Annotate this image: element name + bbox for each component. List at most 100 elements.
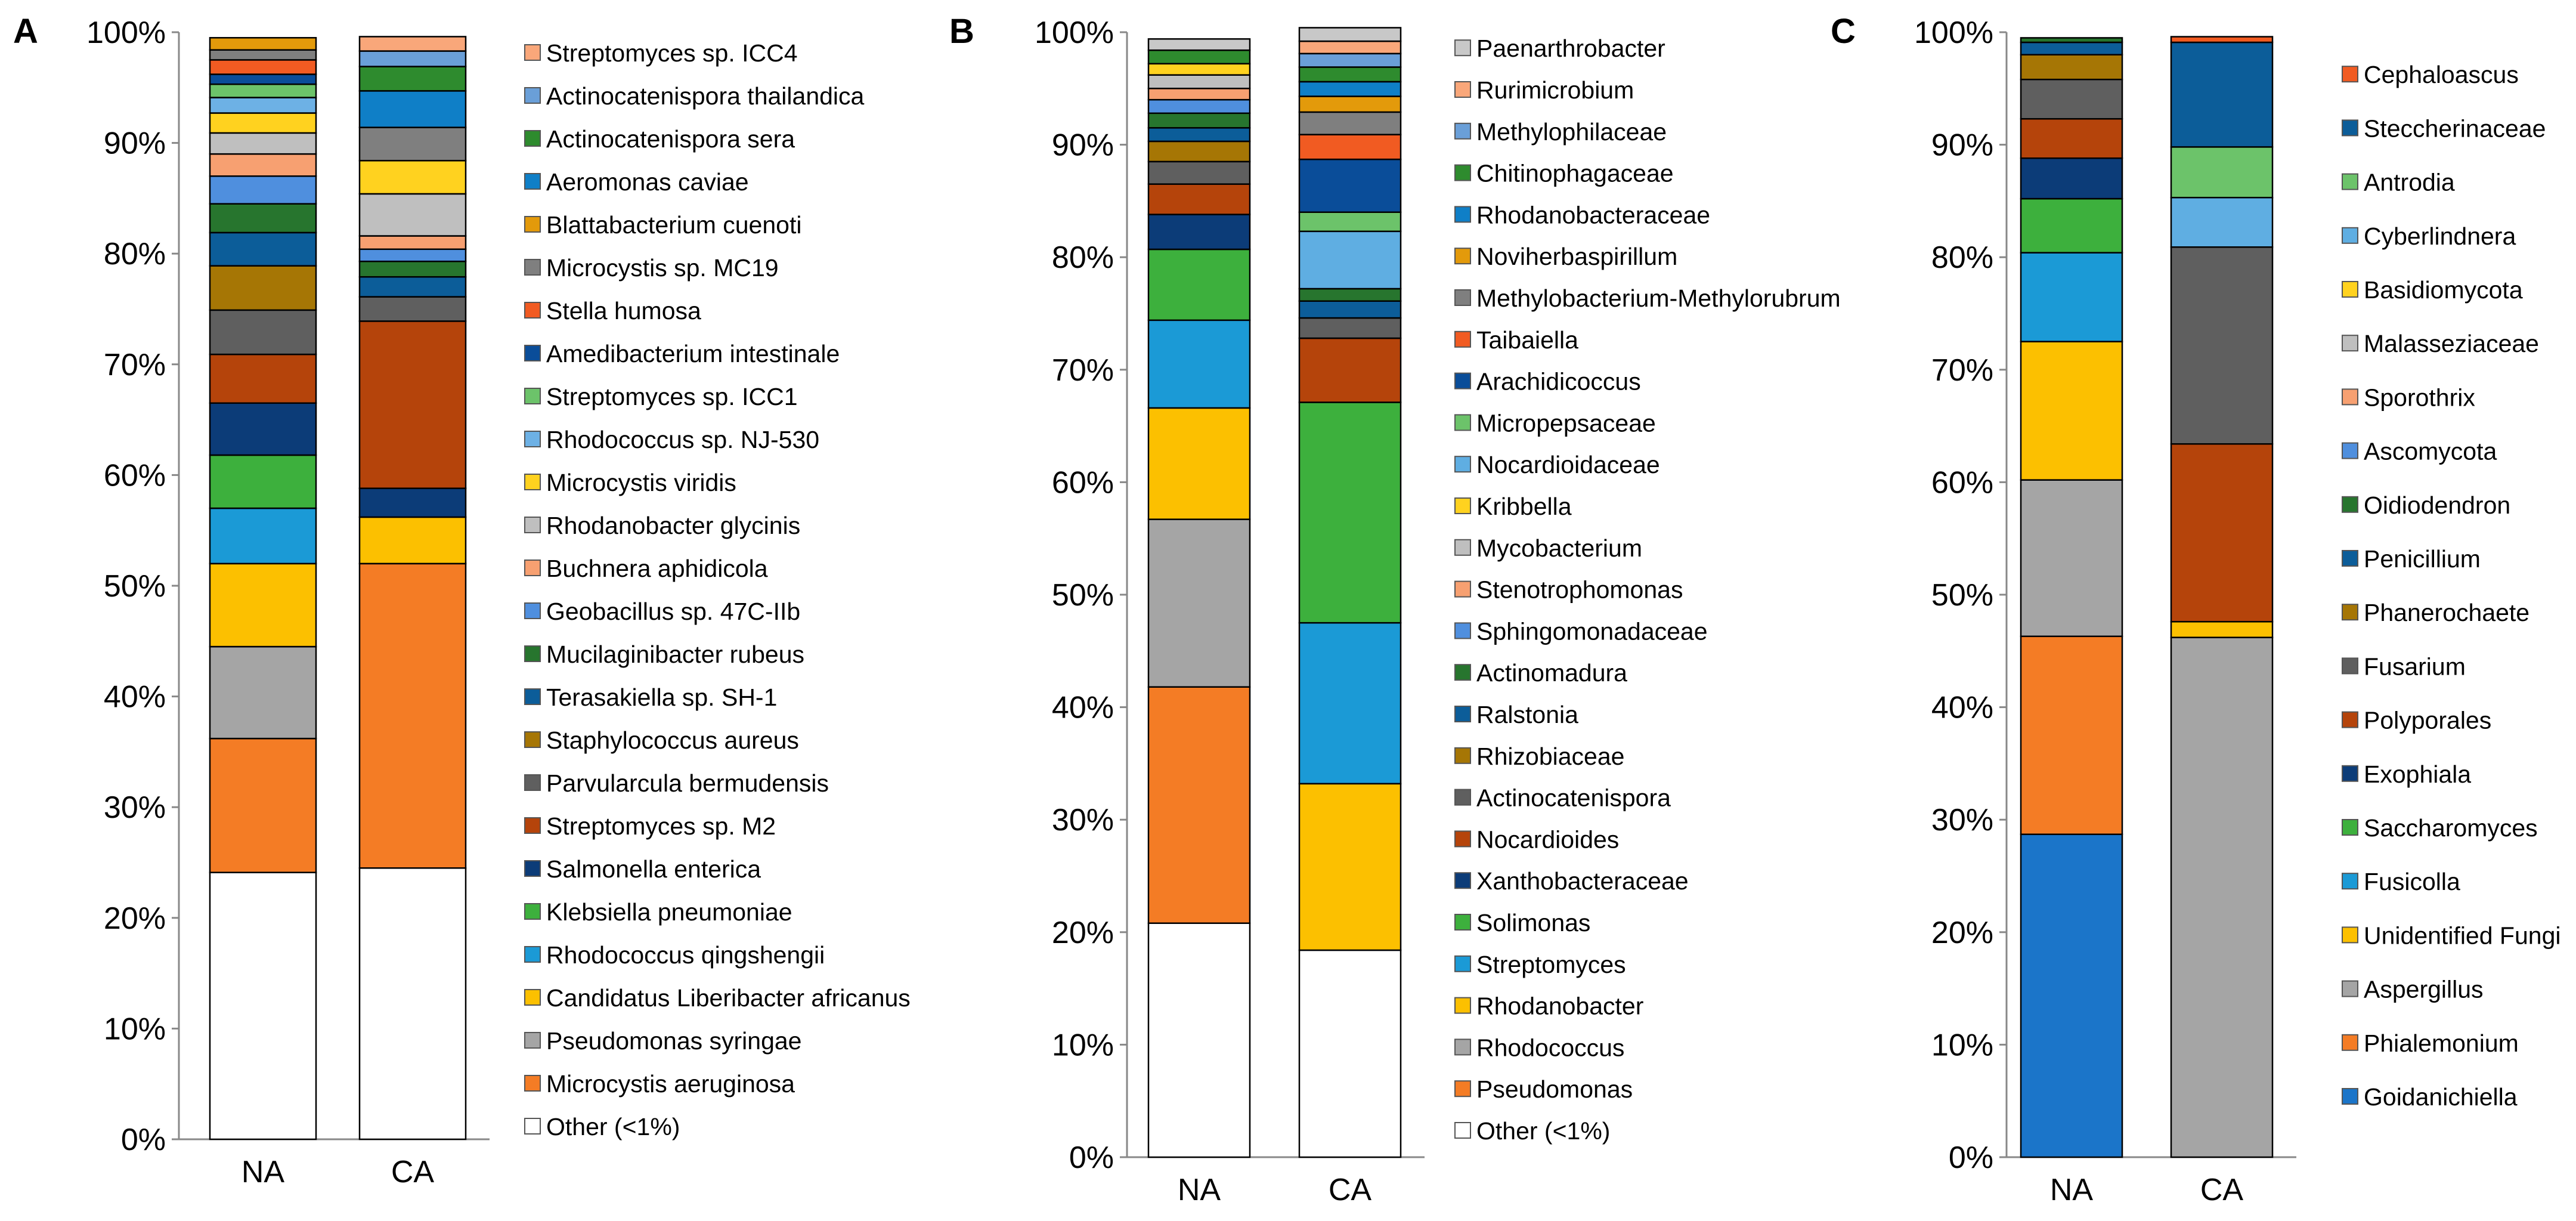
x-tick-label: CA xyxy=(391,1155,435,1189)
legend-swatch xyxy=(2342,711,2358,728)
legend-label: Actinocatenispora xyxy=(1476,784,1671,812)
y-tick-label: 50% xyxy=(104,569,166,604)
bar-segment-ca-ralstonia xyxy=(1298,300,1402,319)
legend-swatch xyxy=(524,946,541,963)
bar-segment-na-stella-humosa xyxy=(209,59,317,75)
legend-label: Chitinophagaceae xyxy=(1476,160,1674,187)
legend-label: Steccherinaceae xyxy=(2364,115,2546,142)
legend-label: Rhodanobacteraceae xyxy=(1476,201,1710,228)
legend-swatch xyxy=(1454,997,1471,1014)
bar-segment-ca-rhodanobacter-glycinis xyxy=(358,193,467,237)
legend-label: Streptomyces sp. ICC4 xyxy=(546,39,798,67)
bar-segment-ca-actinomadura xyxy=(1298,288,1402,302)
bar-segment-ca-taibaiella xyxy=(1298,134,1402,160)
legend-swatch xyxy=(1454,39,1471,57)
legend-swatch xyxy=(524,388,541,404)
legend-swatch xyxy=(1454,1122,1471,1139)
bar-segment-na-pseudomonas-syringae xyxy=(209,645,317,740)
legend-swatch xyxy=(1454,580,1471,598)
legend-label: Cephaloascus xyxy=(2364,61,2519,88)
y-tick-label: 20% xyxy=(1931,916,1993,950)
bar-segment-na-amedibacterium-intestinale xyxy=(209,73,317,85)
legend-swatch xyxy=(524,645,541,662)
legend-label: Xanthobacteraceae xyxy=(1476,867,1689,895)
legend-label: Klebsiella pneumoniae xyxy=(546,898,792,926)
bar-segment-na-mycobacterium xyxy=(1147,74,1251,89)
bar-segment-na-paenarthrobacter xyxy=(1147,38,1251,51)
bar-segment-na-fusarium xyxy=(2020,78,2123,120)
legend-swatch xyxy=(524,302,541,319)
legend-swatch xyxy=(524,474,541,490)
bar-segment-na-other-1 xyxy=(209,871,317,1140)
legend-label: Blattabacterium cuenoti xyxy=(546,211,801,239)
legend-swatch xyxy=(524,1118,541,1135)
bar-segment-na-microcystis-aeruginosa xyxy=(209,737,317,873)
bar-segment-na-saccharomyces xyxy=(2020,197,2123,254)
bar-segment-ca-noviherbaspirillum xyxy=(1298,95,1402,113)
legend-label: Microcystis sp. MC19 xyxy=(546,254,779,282)
bar-segment-na-sphingomonadaceae xyxy=(1147,98,1251,115)
legend-swatch xyxy=(2342,980,2358,997)
legend-label: Oidiodendron xyxy=(2364,492,2510,519)
bar-segment-na-exophiala xyxy=(2020,157,2123,200)
legend-swatch xyxy=(524,431,541,447)
legend-label: Ascomycota xyxy=(2364,438,2497,465)
bar-segment-ca-arachidicoccus xyxy=(1298,158,1402,214)
legend-label: Pseudomonas syringae xyxy=(546,1027,801,1055)
legend-label: Fusarium xyxy=(2364,653,2466,680)
y-tick-label: 90% xyxy=(104,126,166,161)
bar-segment-ca-other-1 xyxy=(1298,949,1402,1158)
bar-segment-ca-cyberlindnera xyxy=(2170,196,2274,248)
legend-swatch xyxy=(1454,1038,1471,1056)
legend-swatch xyxy=(524,1032,541,1049)
bar-segment-na-streptomyces xyxy=(1147,319,1251,409)
y-tick-label: 70% xyxy=(104,348,166,382)
bar-segment-na-goidanichiella xyxy=(2020,833,2123,1158)
x-tick-label: NA xyxy=(2050,1173,2094,1207)
y-tick-label: 80% xyxy=(104,237,166,271)
bar-segment-na-rhodococcus-sp-nj-530 xyxy=(209,97,317,114)
y-tick-label: 100% xyxy=(1035,16,1114,50)
bar-segment-ca-steccherinaceae xyxy=(2170,41,2274,148)
legend-swatch xyxy=(524,731,541,748)
bar-segment-ca-streptomyces-sp-icc4 xyxy=(358,36,467,52)
legend-label: Other (<1%) xyxy=(546,1113,680,1140)
y-tick-label: 30% xyxy=(104,790,166,825)
bar-segment-ca-chitinophagaceae xyxy=(1298,66,1402,83)
legend-label: Methylobacterium-Methylorubrum xyxy=(1476,285,1841,312)
bar-segment-ca-candidatus-liberibacter-africanus xyxy=(358,516,467,565)
panel-label-c: C xyxy=(1831,12,1856,51)
legend-label: Microcystis aeruginosa xyxy=(546,1070,795,1098)
legend-label: Actinocatenispora thailandica xyxy=(546,82,865,110)
bar-segment-na-mucilaginibacter-rubeus xyxy=(209,203,317,234)
y-tick-label: 0% xyxy=(1949,1140,1993,1175)
legend-swatch xyxy=(2342,388,2358,406)
bar-segment-na-ralstonia xyxy=(1147,127,1251,143)
legend-label: Sphingomonadaceae xyxy=(1476,617,1708,645)
legend-label: Nocardioides xyxy=(1476,826,1619,853)
legend-label: Stenotrophomonas xyxy=(1476,576,1683,604)
bar-segment-ca-streptomyces xyxy=(1298,622,1402,785)
bar-segment-na-fusicolla xyxy=(2020,252,2123,342)
bar-segment-na-candidatus-liberibacter-africanus xyxy=(209,562,317,648)
legend-swatch xyxy=(2342,765,2358,782)
legend-label: Salmonella enterica xyxy=(546,855,761,883)
y-tick-label: 10% xyxy=(104,1012,166,1046)
legend-swatch xyxy=(2342,926,2358,944)
bar-segment-ca-solimonas xyxy=(1298,401,1402,624)
bar-segment-na-solimonas xyxy=(1147,248,1251,322)
legend-swatch xyxy=(524,173,541,190)
legend-label: Actinocatenispora sera xyxy=(546,125,795,153)
bar-segment-ca-cephaloascus xyxy=(2170,36,2274,44)
y-tick-label: 60% xyxy=(1931,465,1993,500)
legend-label: Parvularcula bermudensis xyxy=(546,769,829,797)
y-tick-label: 90% xyxy=(1931,128,1993,163)
y-tick-label: 70% xyxy=(1052,353,1114,388)
legend-swatch xyxy=(2342,819,2358,836)
legend-swatch xyxy=(524,87,541,104)
legend-label: Rhodococcus qingshengii xyxy=(546,941,825,969)
legend-swatch xyxy=(1454,622,1471,639)
legend-label: Cyberlindnera xyxy=(2364,222,2516,250)
legend-label: Rhodococcus sp. NJ-530 xyxy=(546,426,819,453)
bar-segment-na-actinocatenispora xyxy=(1147,160,1251,185)
